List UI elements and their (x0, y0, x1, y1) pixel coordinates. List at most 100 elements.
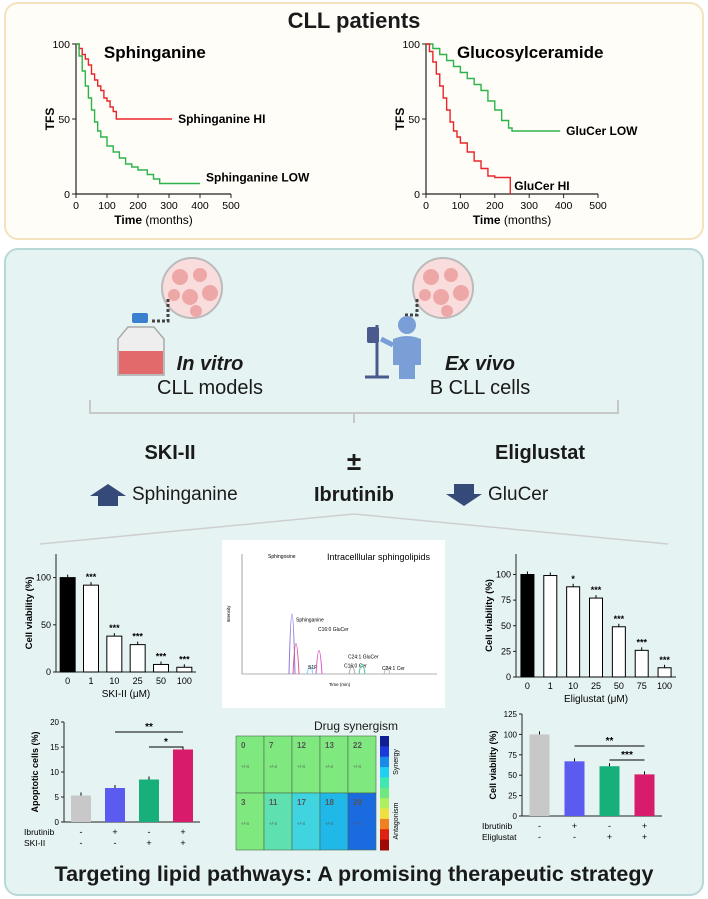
x-tick-label: 75 (637, 681, 647, 691)
x-tick-label: 0 (65, 676, 70, 686)
y-tick-label: 0 (64, 189, 70, 201)
y-tick-label: 75 (501, 595, 511, 605)
x-axis-label: SKI-II (μM) (102, 689, 151, 700)
y-tick-label: 100 (402, 39, 420, 51)
cell-error: +/-4 (297, 821, 305, 826)
y-tick-label: 100 (36, 573, 51, 583)
row2-label: Eliglustat (482, 832, 517, 842)
exvivo-italic: Ex vivo (444, 353, 516, 375)
row1-value: + (180, 827, 185, 837)
x-tick-label: 500 (589, 200, 607, 212)
plot-title: Glucosylceramide (457, 43, 603, 62)
cell-error: +/-4 (297, 764, 305, 769)
y-tick-label: 50 (408, 114, 420, 126)
km-curve-1 (76, 43, 200, 185)
significance-mark: *** (86, 572, 97, 582)
chromatogram-card (222, 540, 445, 708)
x-axis-label-bold: Time (473, 213, 504, 227)
bar (634, 774, 655, 816)
cell-error: +/-4 (269, 764, 277, 769)
significance-mark: *** (591, 585, 602, 595)
funnel-lines (39, 513, 669, 545)
x-tick-label: 100 (452, 200, 470, 212)
y-axis-label: Cell viability (%) (484, 579, 495, 652)
y-tick-label: 100 (52, 39, 70, 51)
x-tick-label: 25 (133, 676, 143, 686)
x-axis-label-unit: (months) (145, 213, 192, 227)
legend-gradient-segment (380, 756, 389, 768)
glucer-effect: GluCer (488, 484, 549, 505)
cell-value: 12 (297, 741, 306, 750)
invitro-label: In vitro CLL models (130, 352, 290, 400)
x-axis-label: Time (months) (473, 213, 551, 227)
x-tick-label: 50 (614, 681, 624, 691)
x-tick-label: 1 (548, 681, 553, 691)
cell-value: 17 (297, 798, 306, 807)
row1-value: - (538, 821, 541, 831)
significance-mark: ** (606, 736, 614, 747)
peak (306, 665, 314, 675)
row1-value: + (642, 821, 647, 831)
peak-label: S1P (308, 665, 318, 671)
y-tick-label: 20 (50, 718, 59, 727)
x-tick-label: 0 (73, 200, 79, 212)
x-tick-label: 25 (591, 681, 601, 691)
x-tick-label: 1 (88, 676, 93, 686)
peak (292, 643, 300, 675)
x-tick-label: 400 (555, 200, 573, 212)
y-tick-label: 5 (55, 793, 60, 802)
row1-label: Ibrutinib (24, 827, 55, 837)
cell-error: +/-4 (325, 764, 333, 769)
row2-value: - (538, 832, 541, 842)
ski-ii-label: SKI-II (144, 442, 196, 464)
y-tick-label: 0 (414, 189, 420, 201)
exvivo-rest: B CLL cells (429, 377, 531, 399)
bar (59, 577, 76, 673)
x-tick-label: 10 (109, 676, 119, 686)
y-tick-label: 10 (50, 768, 59, 777)
y-tick-label: 0 (55, 818, 60, 827)
y-axis-label: Apoptotic cells (%) (30, 731, 40, 812)
row1-value: - (608, 821, 611, 831)
y-tick-label: 50 (501, 621, 511, 631)
y-axis-label: Intensity (226, 605, 231, 623)
heatmap-cell (347, 735, 377, 794)
significance-mark: *** (132, 632, 143, 642)
peak-label: C16:0 Cer (344, 664, 367, 670)
legend-gradient-segment (380, 787, 389, 799)
bar (153, 663, 169, 673)
x-tick-label: 100 (98, 200, 116, 212)
y-tick-label: 50 (41, 620, 51, 630)
bar (599, 766, 620, 816)
y-tick-label: 25 (501, 646, 511, 656)
significance-mark: * (571, 574, 575, 584)
heatmap-cell (347, 792, 377, 851)
heatmap-cell (235, 735, 265, 794)
legend-gradient-segment (380, 829, 389, 841)
cell-value: 0 (241, 741, 246, 750)
km-plot-glucosylceramide: 0 100 200 300 400 500 0 50 100 TFS Time (months) Gl… (393, 39, 638, 227)
row1-value: + (572, 821, 577, 831)
x-axis-label-unit: (months) (504, 213, 551, 227)
series-label-1: GluCer HI (514, 179, 569, 193)
heatmap-cell (263, 792, 293, 851)
row2-value: + (146, 838, 151, 848)
cell-value: 11 (269, 798, 278, 807)
y-tick-label: 0 (513, 812, 518, 821)
legend-gradient-segment (380, 746, 389, 758)
row2-value: + (607, 832, 612, 842)
peak (348, 665, 356, 675)
legend-gradient-segment (380, 798, 389, 810)
row2-value: + (180, 838, 185, 848)
bar (611, 626, 626, 678)
cell-value: 22 (353, 741, 362, 750)
row1-value: - (148, 827, 151, 837)
synergy-title: Drug synergism (313, 719, 399, 733)
cell-value: 29 (353, 798, 362, 807)
legend-top-label: Synergy (393, 749, 400, 775)
peak (383, 666, 391, 675)
bar (520, 574, 535, 678)
series-label-0: Sphinganine HI (178, 112, 265, 126)
legend-gradient-segment (380, 736, 389, 747)
heatmap-cell (319, 792, 349, 851)
